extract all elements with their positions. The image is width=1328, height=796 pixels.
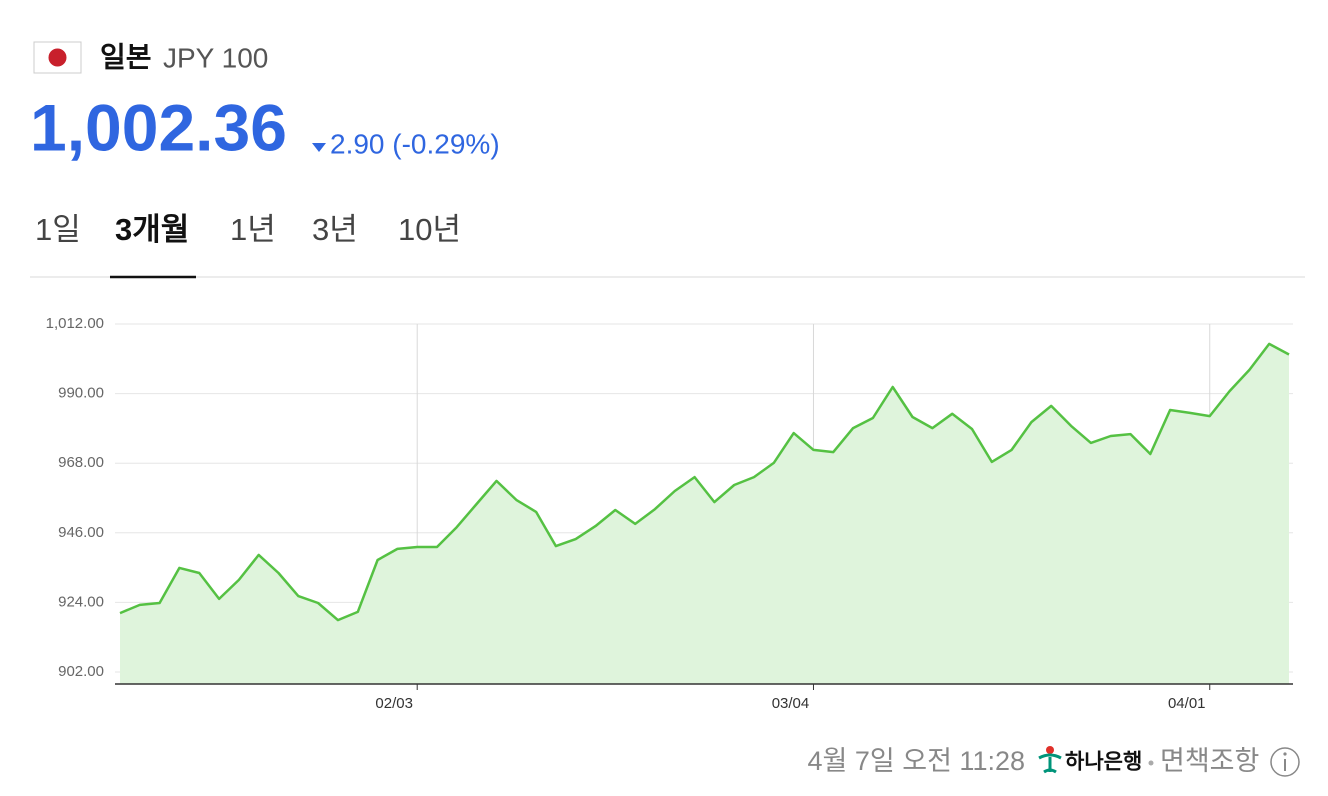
y-tick-label: 990.00	[58, 385, 104, 402]
x-tick-label: 03/04	[772, 695, 810, 712]
bank-name: 하나은행	[1065, 751, 1142, 774]
y-tick-label: 946.00	[58, 524, 104, 541]
tab[interactable]: 1일	[35, 212, 81, 247]
x-tick-label: 02/03	[375, 695, 413, 712]
tab[interactable]: 10년	[398, 212, 461, 247]
y-tick-label: 1,012.00	[46, 315, 104, 332]
disclaimer[interactable]: 면책조항	[1160, 746, 1259, 776]
tab[interactable]: 1년	[230, 212, 276, 247]
area	[120, 343, 1289, 684]
timestamp: 4월 7일 오전 11:28	[808, 746, 1025, 776]
currency: JPY 100	[163, 42, 268, 73]
y-tick-label: 902.00	[58, 663, 104, 680]
separator	[1148, 760, 1154, 766]
y-tick-label: 968.00	[58, 454, 104, 471]
tab[interactable]: 3년	[312, 212, 358, 247]
info-icon[interactable]	[1270, 747, 1300, 777]
y-tick-label: 924.00	[58, 593, 104, 610]
chart: 902.00 924.00 946.00 968.00 990.00 1,012.00 02…	[46, 315, 1293, 712]
logo-dot	[1046, 746, 1054, 754]
price: 1,002.36	[30, 90, 287, 164]
line	[119, 342, 1290, 622]
bank-logo	[1038, 746, 1062, 774]
tab[interactable]: 3개월	[115, 212, 189, 247]
country: 일본	[100, 41, 152, 72]
logo-mark	[1038, 753, 1062, 774]
price-change: 2.90 (-0.29%)	[330, 128, 500, 159]
down-arrow	[312, 143, 326, 152]
info-icon-dot	[1283, 752, 1287, 756]
flag-circle	[48, 48, 67, 67]
x-tick-label: 04/01	[1168, 695, 1206, 712]
